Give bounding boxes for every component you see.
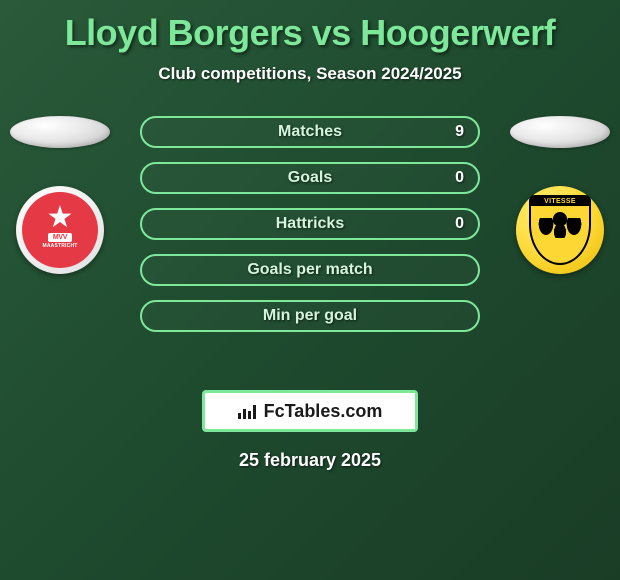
club-left-short: MVV [48, 233, 72, 242]
page-subtitle: Club competitions, Season 2024/2025 [0, 64, 620, 84]
stat-row: Matches 9 [140, 116, 480, 148]
stat-row: Min per goal [140, 300, 480, 332]
club-logo-left: ★ MVV MAASTRICHT [16, 186, 104, 274]
stat-label: Min per goal [263, 307, 357, 325]
bar-chart-icon [238, 403, 258, 419]
eagle-icon [538, 210, 582, 246]
stat-label: Goals per match [247, 261, 372, 279]
club-logo-left-inner: ★ MVV MAASTRICHT [22, 192, 98, 268]
stat-label: Hattricks [276, 215, 344, 233]
comparison-content: ★ MVV MAASTRICHT VITESSE Matches 9 Goals… [0, 116, 620, 396]
stat-label: Goals [288, 169, 332, 187]
player-left-avatar-placeholder [10, 116, 110, 148]
club-left-city: MAASTRICHT [42, 243, 77, 249]
star-icon: ★ [47, 206, 74, 230]
stat-label: Matches [278, 123, 342, 141]
stat-row: Hattricks 0 [140, 208, 480, 240]
stat-row: Goals per match [140, 254, 480, 286]
club-right-short: VITESSE [531, 197, 589, 206]
brand-badge[interactable]: FcTables.com [202, 390, 418, 432]
stats-list: Matches 9 Goals 0 Hattricks 0 Goals per … [140, 116, 480, 346]
brand-text: FcTables.com [264, 401, 383, 422]
date-label: 25 february 2025 [0, 450, 620, 471]
player-right-column: VITESSE [510, 116, 610, 274]
player-right-avatar-placeholder [510, 116, 610, 148]
club-logo-right: VITESSE [516, 186, 604, 274]
club-logo-right-inner: VITESSE [529, 195, 591, 265]
stat-value-right: 0 [455, 169, 464, 187]
stat-value-right: 0 [455, 215, 464, 233]
stat-value-right: 9 [455, 123, 464, 141]
stat-row: Goals 0 [140, 162, 480, 194]
page-title: Lloyd Borgers vs Hoogerwerf [0, 0, 620, 54]
player-left-column: ★ MVV MAASTRICHT [10, 116, 110, 274]
